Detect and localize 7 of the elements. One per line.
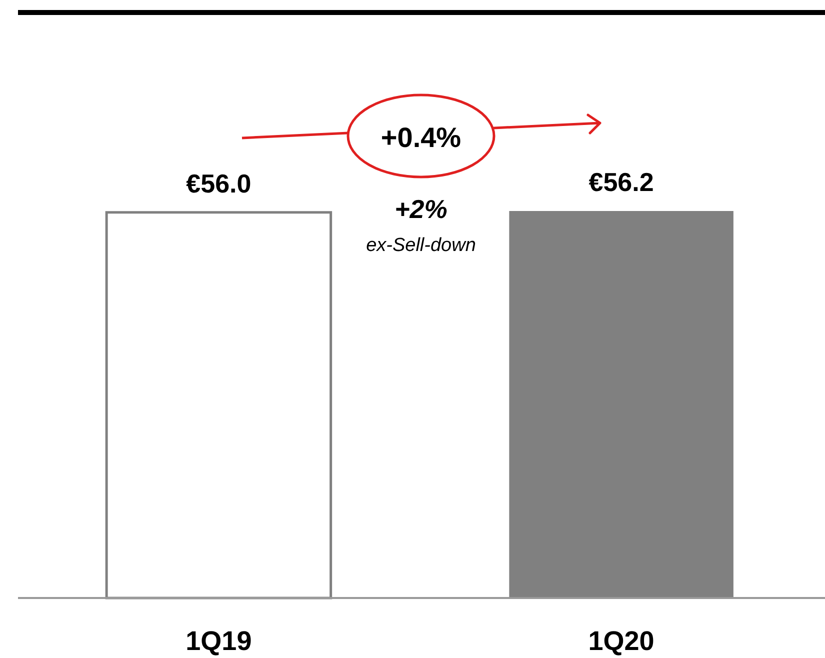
text: +0.4% (380, 122, 462, 153)
x-tick-label: 1Q20 (588, 626, 654, 656)
annotation: ex-Sell-down (366, 235, 476, 256)
data-label: €56.0 (186, 168, 252, 198)
data-label: €56.2 (588, 167, 654, 197)
annotation: +2% (394, 194, 448, 224)
x-tick-label: 1Q19 (186, 626, 252, 656)
